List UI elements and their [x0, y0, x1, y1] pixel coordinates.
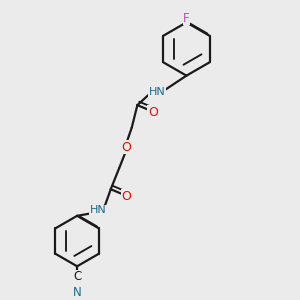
Text: O: O	[148, 106, 158, 118]
Text: HN: HN	[148, 87, 165, 97]
Text: C: C	[73, 270, 81, 284]
Text: HN: HN	[90, 205, 106, 215]
Text: F: F	[183, 12, 190, 25]
Text: O: O	[121, 190, 131, 203]
Text: O: O	[121, 141, 131, 154]
Text: N: N	[73, 286, 82, 299]
